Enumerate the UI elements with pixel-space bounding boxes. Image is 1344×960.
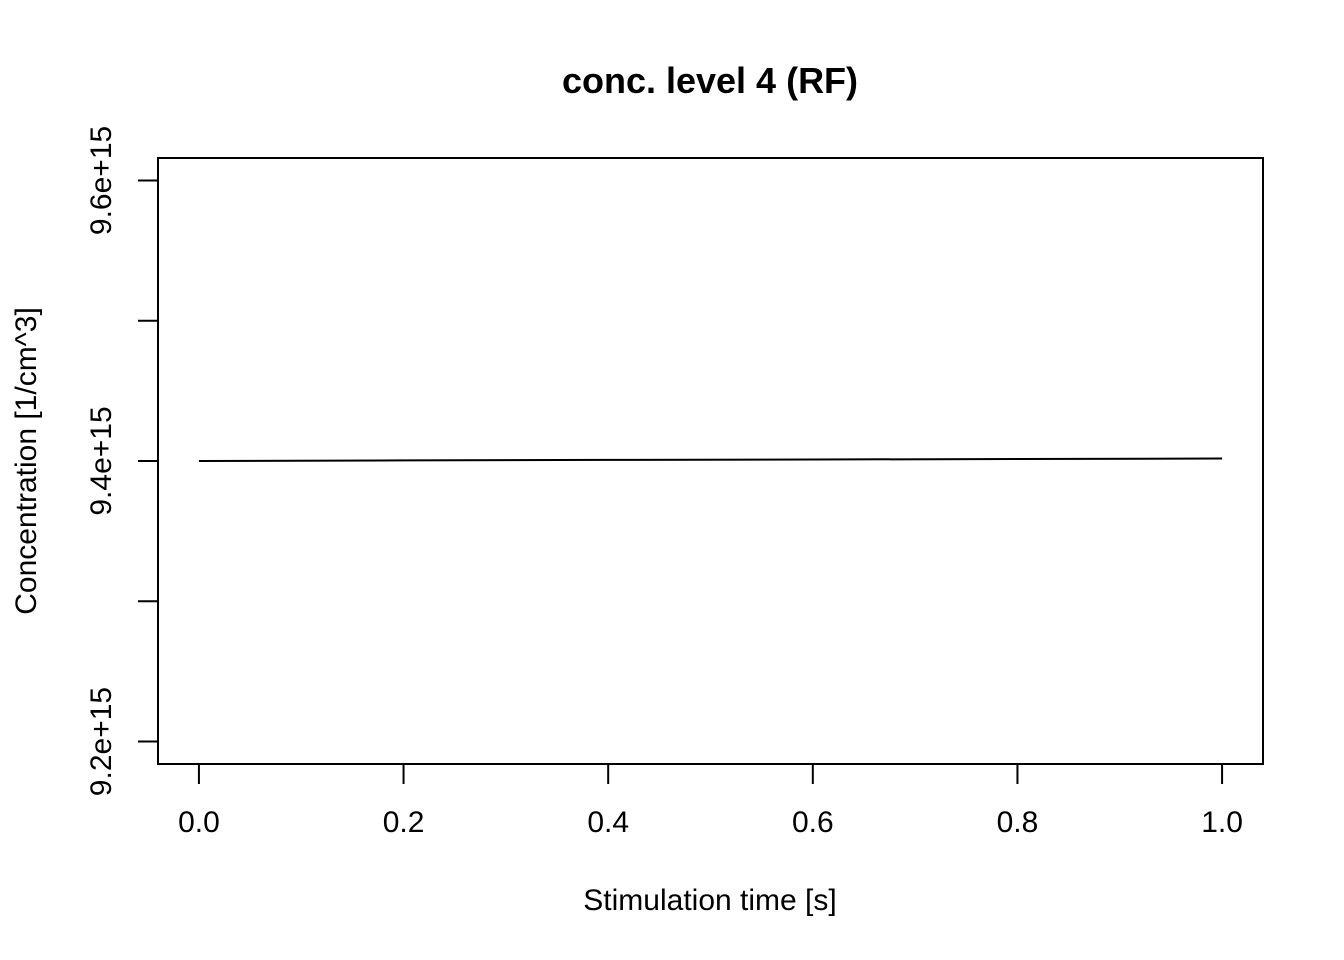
x-tick-label: 1.0: [1201, 806, 1243, 839]
y-tick-label: 9.2e+15: [85, 687, 118, 796]
y-axis-label: Concentration [1/cm^3]: [10, 307, 43, 615]
y-tick-label: 9.4e+15: [85, 406, 118, 515]
x-axis: 0.0 0.2 0.4 0.6 0.8 1.0: [178, 763, 1243, 839]
chart-title: conc. level 4 (RF): [562, 60, 858, 101]
series-line: [198, 457, 1223, 462]
x-tick-label: 0.6: [792, 806, 834, 839]
x-tick-label: 0.0: [178, 806, 220, 839]
y-tick-label: 9.6e+15: [85, 126, 118, 235]
x-tick-label: 0.8: [997, 806, 1039, 839]
x-tick-label: 0.4: [587, 806, 629, 839]
y-axis: 9.2e+15 9.4e+15 9.6e+15: [85, 126, 159, 796]
x-tick-label: 0.2: [383, 806, 425, 839]
series-group: [198, 457, 1223, 462]
x-axis-label: Stimulation time [s]: [583, 884, 836, 917]
